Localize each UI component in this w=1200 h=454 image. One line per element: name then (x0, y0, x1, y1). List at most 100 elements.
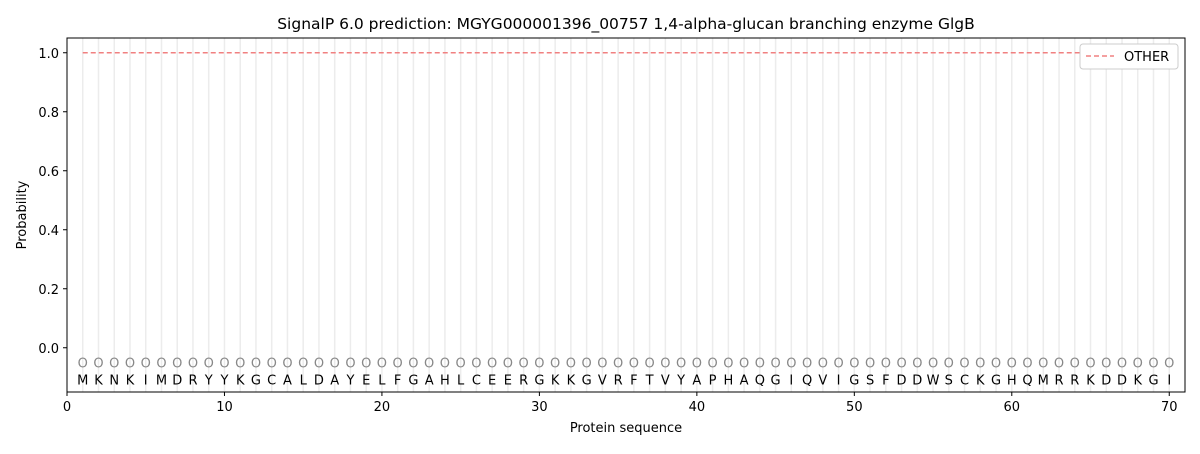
residue-letter: L (378, 373, 386, 388)
residue-letter: G (771, 373, 781, 388)
predicted-label-mark: O (597, 357, 607, 372)
predicted-label-mark: O (944, 357, 954, 372)
residue-letter: K (551, 373, 560, 388)
predicted-label-mark: O (487, 357, 497, 372)
predicted-label-mark: O (314, 357, 324, 372)
residue-letter: N (109, 373, 119, 388)
predicted-label-mark: O (613, 357, 623, 372)
predicted-label-mark: O (1022, 357, 1032, 372)
residue-letter: G (534, 373, 544, 388)
predicted-label-mark: O (1117, 357, 1127, 372)
residue-letter: G (849, 373, 859, 388)
predicted-label-mark: O (755, 357, 765, 372)
residue-letter: E (362, 373, 370, 388)
residue-letter: V (598, 373, 607, 388)
residue-letter: H (723, 373, 733, 388)
predicted-label-mark: O (1054, 357, 1064, 372)
residue-letter: K (236, 373, 245, 388)
predicted-label-mark: O (345, 357, 355, 372)
residue-letter: K (1133, 373, 1142, 388)
residue-letter: D (912, 373, 922, 388)
predicted-label-mark: O (1148, 357, 1158, 372)
residue-letter: R (1055, 373, 1064, 388)
residue-letter: M (77, 373, 88, 388)
predicted-label-mark: O (503, 357, 513, 372)
x-tick-label: 50 (846, 400, 863, 415)
residue-letter: L (300, 373, 308, 388)
predicted-label-mark: O (739, 357, 749, 372)
predicted-label-mark: O (802, 357, 812, 372)
predicted-label-mark: O (534, 357, 544, 372)
residue-letter: Y (345, 373, 354, 388)
residue-letter: R (519, 373, 528, 388)
plot-frame (66, 37, 1186, 393)
predicted-label-mark: O (645, 357, 655, 372)
residue-letter: A (740, 373, 749, 388)
x-tick-label: 10 (216, 400, 233, 415)
residue-letter: K (94, 373, 103, 388)
predicted-label-mark: O (251, 357, 261, 372)
residue-letter: M (1038, 373, 1049, 388)
predicted-label-mark: O (188, 357, 198, 372)
residue-letter: K (567, 373, 576, 388)
residue-letter: D (1101, 373, 1111, 388)
residue-letter: F (630, 373, 637, 388)
predicted-label-mark: O (1101, 357, 1111, 372)
predicted-label-mark: O (1164, 357, 1174, 372)
predicted-label-mark: O (361, 357, 371, 372)
predicted-label-mark: O (959, 357, 969, 372)
predicted-label-mark: O (786, 357, 796, 372)
predicted-label-mark: O (377, 357, 387, 372)
predicted-label-mark: O (93, 357, 103, 372)
predicted-label-mark: O (440, 357, 450, 372)
predicted-label-mark: O (896, 357, 906, 372)
x-tick-label: 40 (689, 400, 706, 415)
residue-letter: C (472, 373, 481, 388)
predicted-label-mark: O (471, 357, 481, 372)
predicted-label-mark: O (707, 357, 717, 372)
residue-letter: M (156, 373, 167, 388)
predicted-label-mark: O (1133, 357, 1143, 372)
residue-letter: Y (676, 373, 685, 388)
predicted-label-mark: O (267, 357, 277, 372)
residue-letter: G (408, 373, 418, 388)
legend-other-label: OTHER (1124, 50, 1169, 65)
residue-letter: D (172, 373, 182, 388)
residue-letter: I (837, 373, 841, 388)
predicted-label-mark: O (456, 357, 466, 372)
residue-letter: Q (802, 373, 812, 388)
predicted-label-mark: O (912, 357, 922, 372)
predicted-label-mark: O (298, 357, 308, 372)
x-tick-label: 30 (531, 400, 548, 415)
residue-letter: S (945, 373, 953, 388)
y-tick-label: 0.2 (38, 283, 59, 298)
residue-letter: P (709, 373, 717, 388)
residue-letter: Y (219, 373, 228, 388)
predicted-label-mark: O (424, 357, 434, 372)
predicted-label-mark: O (723, 357, 733, 372)
x-tick-label: 70 (1161, 400, 1178, 415)
predicted-label-mark: O (881, 357, 891, 372)
predicted-label-mark: O (991, 357, 1001, 372)
y-tick-label: 0.0 (38, 342, 59, 357)
predicted-label-mark: O (408, 357, 418, 372)
residue-letter: F (882, 373, 889, 388)
residue-letter: G (582, 373, 592, 388)
residue-letter: R (614, 373, 623, 388)
residue-letter: V (661, 373, 670, 388)
predicted-label-mark: O (629, 357, 639, 372)
predicted-label-mark: O (865, 357, 875, 372)
residue-letter: H (440, 373, 450, 388)
predicted-label-mark: O (330, 357, 340, 372)
legend-box (1079, 43, 1179, 70)
residue-letter: R (1070, 373, 1079, 388)
predicted-label-mark: O (1070, 357, 1080, 372)
predicted-label-mark: O (172, 357, 182, 372)
residue-letter: C (960, 373, 969, 388)
x-tick-label: 20 (374, 400, 391, 415)
x-tick-label: 0 (63, 400, 71, 415)
predicted-label-mark: O (660, 357, 670, 372)
predicted-label-mark: O (928, 357, 938, 372)
predicted-label-mark: O (78, 357, 88, 372)
